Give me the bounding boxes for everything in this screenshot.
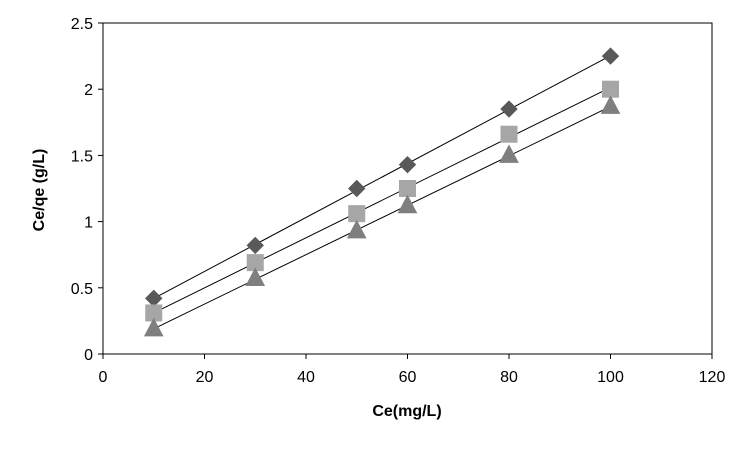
series-2-square-marker	[602, 80, 619, 98]
series-1-diamond-marker	[500, 100, 518, 118]
series-1-trendline	[153, 55, 611, 299]
series-3-triangle-marker	[346, 219, 367, 239]
x-axis-title: Ce(mg/L)	[372, 403, 441, 420]
y-tick-label: 0	[84, 347, 93, 364]
series-1-diamond-marker	[348, 179, 366, 198]
series-2-square-marker	[348, 205, 366, 223]
y-axis-ticks: 0 0.5 1 1.5 2 2.5	[71, 16, 103, 364]
data-markers	[143, 47, 621, 337]
x-tick-label: 20	[196, 369, 214, 386]
y-tick-label: 1	[84, 215, 93, 232]
series-1-diamond-marker	[398, 155, 417, 174]
x-tick-label: 40	[297, 369, 315, 386]
y-tick-label: 2.5	[71, 16, 93, 33]
series-1-diamond-marker	[246, 236, 264, 255]
x-tick-label: 60	[399, 369, 417, 386]
trendlines	[153, 55, 611, 330]
y-tick-label: 1.5	[71, 148, 93, 165]
series-2-trendline	[153, 86, 611, 314]
y-tick-label: 0.5	[71, 281, 93, 298]
x-tick-label: 0	[99, 369, 108, 386]
series-1-diamond-marker	[601, 47, 620, 65]
x-axis-ticks: 0 20 40 60 80 100 120	[99, 354, 726, 386]
y-tick-label: 2	[84, 82, 93, 99]
series-3-triangle-marker	[245, 267, 266, 287]
series-2-square-marker	[399, 180, 416, 197]
series-2-square-marker	[500, 125, 518, 143]
x-tick-label: 80	[500, 369, 518, 386]
series-3-triangle-marker	[600, 95, 621, 114]
series-3-triangle-marker	[397, 194, 418, 214]
x-tick-label: 120	[699, 369, 726, 386]
series-3-triangle-marker	[143, 317, 164, 337]
series-3-triangle-marker	[499, 144, 519, 163]
y-axis-title: Ce/qe (g/L)	[31, 149, 48, 232]
series-3-trendline	[153, 106, 611, 330]
x-tick-label: 100	[597, 369, 624, 386]
